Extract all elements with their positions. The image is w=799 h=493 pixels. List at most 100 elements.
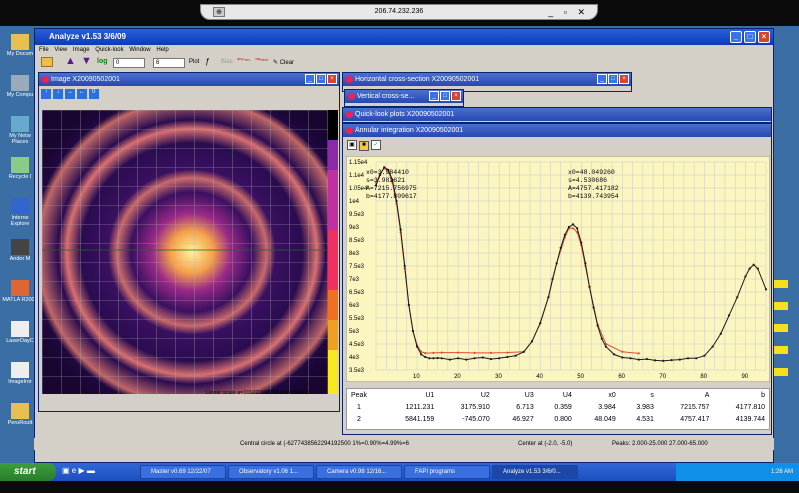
- clear-button[interactable]: ✎ Clear: [273, 60, 295, 66]
- hcross-close-button[interactable]: ×: [619, 74, 629, 84]
- menu-file[interactable]: File: [39, 47, 49, 53]
- hcross-title-bar[interactable]: Horizontal cross-section X20090502001 _ …: [343, 73, 631, 86]
- fit-icon[interactable]: ✓: [370, 140, 381, 150]
- data-point: [407, 303, 410, 307]
- taskbar-item-camera[interactable]: Camera v0.98 12/16...: [316, 465, 402, 479]
- desktop-icon[interactable]: My Netw Places: [2, 116, 38, 145]
- zero-icon[interactable]: 0: [88, 89, 99, 99]
- menu-bar: File View Image Quick-look Window Help: [35, 45, 773, 55]
- minimize-button[interactable]: _: [730, 31, 742, 43]
- taskbar-item-master[interactable]: Master v0.69 12/22/07: [140, 465, 226, 479]
- log-button[interactable]: log: [97, 58, 108, 65]
- diffraction-image[interactable]: [42, 100, 330, 404]
- peak-table-header: Peak U1 U2 U3 U4 x0 s A b: [347, 389, 769, 401]
- y-tick-labels: 3.5e3 4e3 4.5e3 5e3 5.5e3 6e3 6.5e3 7e3 7.5e3 8e3…: [349, 160, 368, 374]
- start-button[interactable]: start: [0, 463, 56, 481]
- menu-view[interactable]: View: [54, 47, 68, 53]
- cell: -745.070: [462, 415, 490, 423]
- data-point: [489, 357, 493, 361]
- data-point: [530, 340, 534, 343]
- fit-left-annotation: x0=3.984410 s=3.982621 A=7215.756975 b=4…: [366, 169, 417, 200]
- zoom-icon[interactable]: ▣: [347, 140, 357, 150]
- data-point: [415, 345, 419, 348]
- arrow-left-icon[interactable]: ←: [76, 89, 87, 99]
- up-arrow-icon[interactable]: ▲: [65, 55, 76, 67]
- plot-label[interactable]: Plot: [189, 59, 200, 65]
- taskbar-item-analyze[interactable]: Analyze v1.53 3/6/0...: [492, 465, 578, 479]
- pin-icon[interactable]: ⊕: [213, 7, 225, 17]
- media-icon[interactable]: ▶: [78, 466, 85, 475]
- vcross-minimize-button[interactable]: _: [429, 91, 439, 101]
- hcross-title: Horizontal cross-section X20090502001: [355, 76, 480, 83]
- data-point: [592, 306, 595, 309]
- hcross-minimize-button[interactable]: _: [597, 74, 607, 84]
- range-from-input[interactable]: 0: [113, 58, 145, 68]
- vcross-maximize-button[interactable]: □: [440, 91, 450, 101]
- taskbar-item-fapi[interactable]: FAPI programs: [404, 465, 490, 479]
- range-to-input[interactable]: 6: [153, 58, 185, 68]
- data-point: [559, 246, 562, 249]
- annular-title-bar[interactable]: Annular integration X20090502001: [343, 124, 771, 137]
- arrow-up-icon[interactable]: ↑: [41, 89, 51, 99]
- data-point: [600, 337, 603, 340]
- menu-help[interactable]: Help: [156, 47, 169, 53]
- menu-image[interactable]: Image: [72, 47, 90, 53]
- col-u2: U2: [480, 391, 490, 399]
- arrow-right-icon[interactable]: →: [64, 89, 75, 99]
- image-nav-toolbar: ↑ ↓ → ← 0: [41, 88, 99, 99]
- cell: 4757.417: [680, 415, 710, 423]
- vcross-close-button[interactable]: ×: [451, 91, 461, 101]
- desktop-icon[interactable]: PeruRoutt: [2, 403, 38, 426]
- y-tick-label: 7e3: [349, 277, 360, 283]
- image-window-title-bar[interactable]: Image X20090502001 _ □ ×: [39, 73, 339, 86]
- cell: 3.984: [598, 403, 616, 411]
- data-point: [662, 359, 665, 362]
- desktop-icon[interactable]: Andor M: [2, 239, 38, 262]
- desktop-icon[interactable]: My Compu: [2, 75, 38, 98]
- arrow-down-icon[interactable]: ↓: [52, 89, 63, 99]
- quicklook-title: Quick-look plots X20090502001: [355, 111, 455, 118]
- image-maximize-button[interactable]: □: [316, 74, 326, 84]
- remote-window-controls[interactable]: _ ▫ ✕: [548, 7, 589, 17]
- annular-plot[interactable]: 3.5e3 4e3 4.5e3 5e3 5.5e3 6e3 6.5e3 7e3 7.5e3 8e3…: [346, 156, 770, 382]
- cell: 48.049: [594, 415, 616, 423]
- taskbar-item-observatory[interactable]: Observatory v1.06 1...: [228, 465, 314, 479]
- data-point: [514, 354, 517, 357]
- open-folder-icon[interactable]: [41, 57, 53, 67]
- image-scale-text: Linear scale a=10922.000000 b=0.000000: [206, 390, 310, 396]
- desktop-icon[interactable]: Interne Explore: [2, 198, 38, 227]
- app-title: Analyze v1.53 3/6/09: [49, 32, 126, 41]
- down-arrow-icon[interactable]: ▼: [81, 55, 92, 67]
- desktop-icon[interactable]: My Docum: [2, 34, 38, 57]
- desktop-icon[interactable]: LaserDayC: [2, 321, 38, 344]
- function-icon[interactable]: ƒ: [205, 57, 210, 66]
- window-icon: [42, 76, 49, 83]
- next-button[interactable]: ⇒Next: [255, 57, 269, 63]
- y-tick-label: 8.5e3: [349, 238, 365, 244]
- desktop-icon[interactable]: Recycle I: [2, 157, 38, 180]
- clock[interactable]: 1:26 AM: [770, 469, 793, 475]
- desktop-icon[interactable]: MATLA R2007: [2, 280, 38, 303]
- prev-button[interactable]: ⇐Prev: [237, 57, 251, 63]
- desktop-icon-label: MATLA R2007: [2, 297, 38, 303]
- close-button[interactable]: ×: [758, 31, 770, 43]
- analyze-title-bar[interactable]: Analyze v1.53 3/6/09 _ □ ×: [35, 29, 773, 45]
- maximize-button[interactable]: □: [744, 31, 756, 43]
- image-close-button[interactable]: ×: [327, 74, 337, 84]
- remote-session-bar: ⊕ 206.74.232.236 _ ▫ ✕: [200, 4, 598, 20]
- hcross-maximize-button[interactable]: □: [608, 74, 618, 84]
- desktop-icon[interactable]: ImageIror: [2, 362, 38, 385]
- ie-quicklaunch-icon[interactable]: e: [71, 466, 77, 475]
- folder-quicklaunch-icon[interactable]: ▬: [86, 466, 95, 475]
- y-tick-label: 1.15e4: [349, 160, 368, 166]
- show-desktop-icon[interactable]: ▣: [62, 466, 70, 475]
- image-minimize-button[interactable]: _: [305, 74, 315, 84]
- menu-quicklook[interactable]: Quick-look: [95, 47, 124, 53]
- plot-grid: [375, 161, 767, 371]
- data-point: [457, 357, 460, 360]
- quicklook-title-bar[interactable]: Quick-look plots X20090502001: [343, 108, 771, 121]
- vcross-title-bar[interactable]: Vertical cross-se... _ □ ×: [345, 90, 463, 103]
- menu-window[interactable]: Window: [129, 47, 151, 53]
- color-icon[interactable]: ■: [358, 141, 369, 151]
- desktop-icon-label: My Docum: [6, 51, 34, 57]
